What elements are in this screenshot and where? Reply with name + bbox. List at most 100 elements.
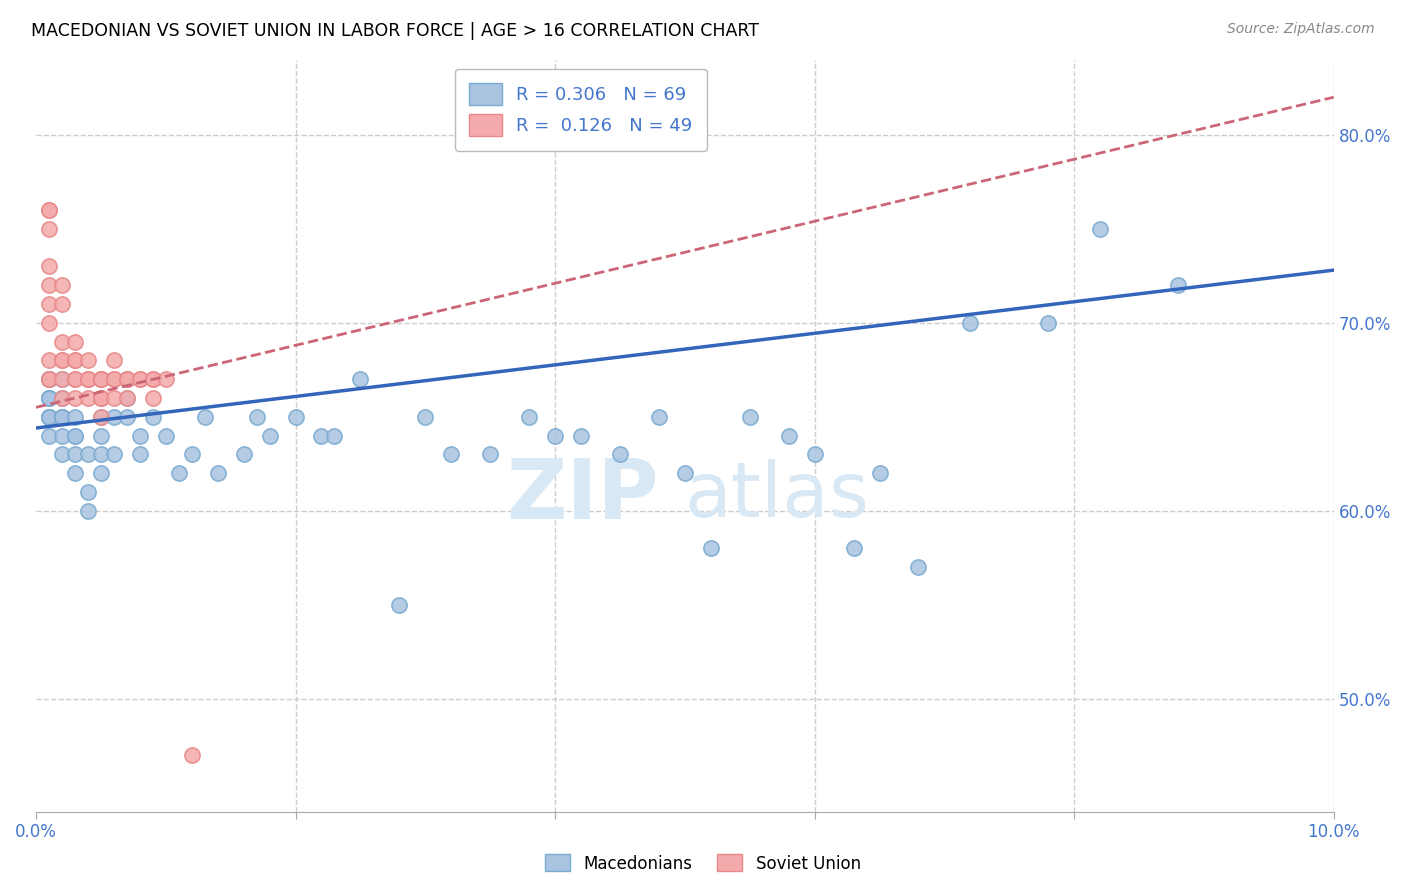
Text: ZIP: ZIP xyxy=(506,455,659,536)
Point xyxy=(90,391,112,405)
Point xyxy=(51,409,73,424)
Point xyxy=(115,372,138,386)
Point xyxy=(103,372,125,386)
Point xyxy=(90,466,112,480)
Point xyxy=(51,391,73,405)
Point xyxy=(738,409,761,424)
Point xyxy=(90,372,112,386)
Point xyxy=(517,409,540,424)
Text: MACEDONIAN VS SOVIET UNION IN LABOR FORCE | AGE > 16 CORRELATION CHART: MACEDONIAN VS SOVIET UNION IN LABOR FORC… xyxy=(31,22,759,40)
Point xyxy=(323,428,346,442)
Point xyxy=(778,428,800,442)
Point xyxy=(700,541,723,556)
Point xyxy=(115,372,138,386)
Legend: R = 0.306   N = 69, R =  0.126   N = 49: R = 0.306 N = 69, R = 0.126 N = 49 xyxy=(456,69,707,151)
Point xyxy=(51,297,73,311)
Point xyxy=(207,466,229,480)
Point xyxy=(115,409,138,424)
Point xyxy=(51,428,73,442)
Point xyxy=(38,316,60,330)
Point xyxy=(90,391,112,405)
Point xyxy=(63,447,86,461)
Point xyxy=(245,409,267,424)
Text: atlas: atlas xyxy=(685,458,870,533)
Point xyxy=(38,409,60,424)
Point xyxy=(63,466,86,480)
Point xyxy=(959,316,981,330)
Point xyxy=(115,391,138,405)
Point xyxy=(51,278,73,293)
Point xyxy=(142,391,165,405)
Point xyxy=(155,428,177,442)
Point xyxy=(38,278,60,293)
Point xyxy=(38,428,60,442)
Point xyxy=(51,409,73,424)
Point xyxy=(38,372,60,386)
Point xyxy=(63,428,86,442)
Point xyxy=(388,598,411,612)
Point xyxy=(1167,278,1189,293)
Point xyxy=(38,372,60,386)
Point xyxy=(76,353,98,368)
Point xyxy=(38,391,60,405)
Point xyxy=(63,409,86,424)
Point xyxy=(142,372,165,386)
Point xyxy=(51,372,73,386)
Point xyxy=(103,447,125,461)
Point xyxy=(115,391,138,405)
Point xyxy=(38,297,60,311)
Point xyxy=(311,428,333,442)
Point xyxy=(142,409,165,424)
Point xyxy=(128,372,150,386)
Point xyxy=(63,353,86,368)
Point xyxy=(103,409,125,424)
Point xyxy=(90,372,112,386)
Point xyxy=(103,391,125,405)
Point xyxy=(90,447,112,461)
Point xyxy=(103,353,125,368)
Point xyxy=(479,447,502,461)
Point xyxy=(51,353,73,368)
Point xyxy=(76,504,98,518)
Point xyxy=(180,447,202,461)
Point xyxy=(38,391,60,405)
Point xyxy=(869,466,891,480)
Point xyxy=(38,372,60,386)
Point xyxy=(1038,316,1060,330)
Point xyxy=(673,466,696,480)
Point xyxy=(609,447,631,461)
Point xyxy=(38,409,60,424)
Point xyxy=(90,409,112,424)
Text: Source: ZipAtlas.com: Source: ZipAtlas.com xyxy=(1227,22,1375,37)
Point xyxy=(51,391,73,405)
Point xyxy=(38,391,60,405)
Point xyxy=(38,202,60,217)
Point xyxy=(38,260,60,274)
Point xyxy=(63,334,86,349)
Point xyxy=(63,391,86,405)
Point xyxy=(63,372,86,386)
Point xyxy=(51,334,73,349)
Point xyxy=(38,353,60,368)
Point xyxy=(194,409,217,424)
Point xyxy=(1088,221,1111,235)
Point xyxy=(155,372,177,386)
Point xyxy=(76,372,98,386)
Point xyxy=(413,409,436,424)
Point xyxy=(440,447,463,461)
Point xyxy=(90,391,112,405)
Point xyxy=(128,372,150,386)
Point xyxy=(90,409,112,424)
Point xyxy=(90,372,112,386)
Point xyxy=(128,447,150,461)
Legend: Macedonians, Soviet Union: Macedonians, Soviet Union xyxy=(538,847,868,880)
Point xyxy=(38,409,60,424)
Point xyxy=(128,428,150,442)
Point xyxy=(803,447,825,461)
Point xyxy=(76,391,98,405)
Point xyxy=(90,428,112,442)
Point xyxy=(142,372,165,386)
Point xyxy=(76,485,98,500)
Point xyxy=(544,428,567,442)
Point xyxy=(180,748,202,763)
